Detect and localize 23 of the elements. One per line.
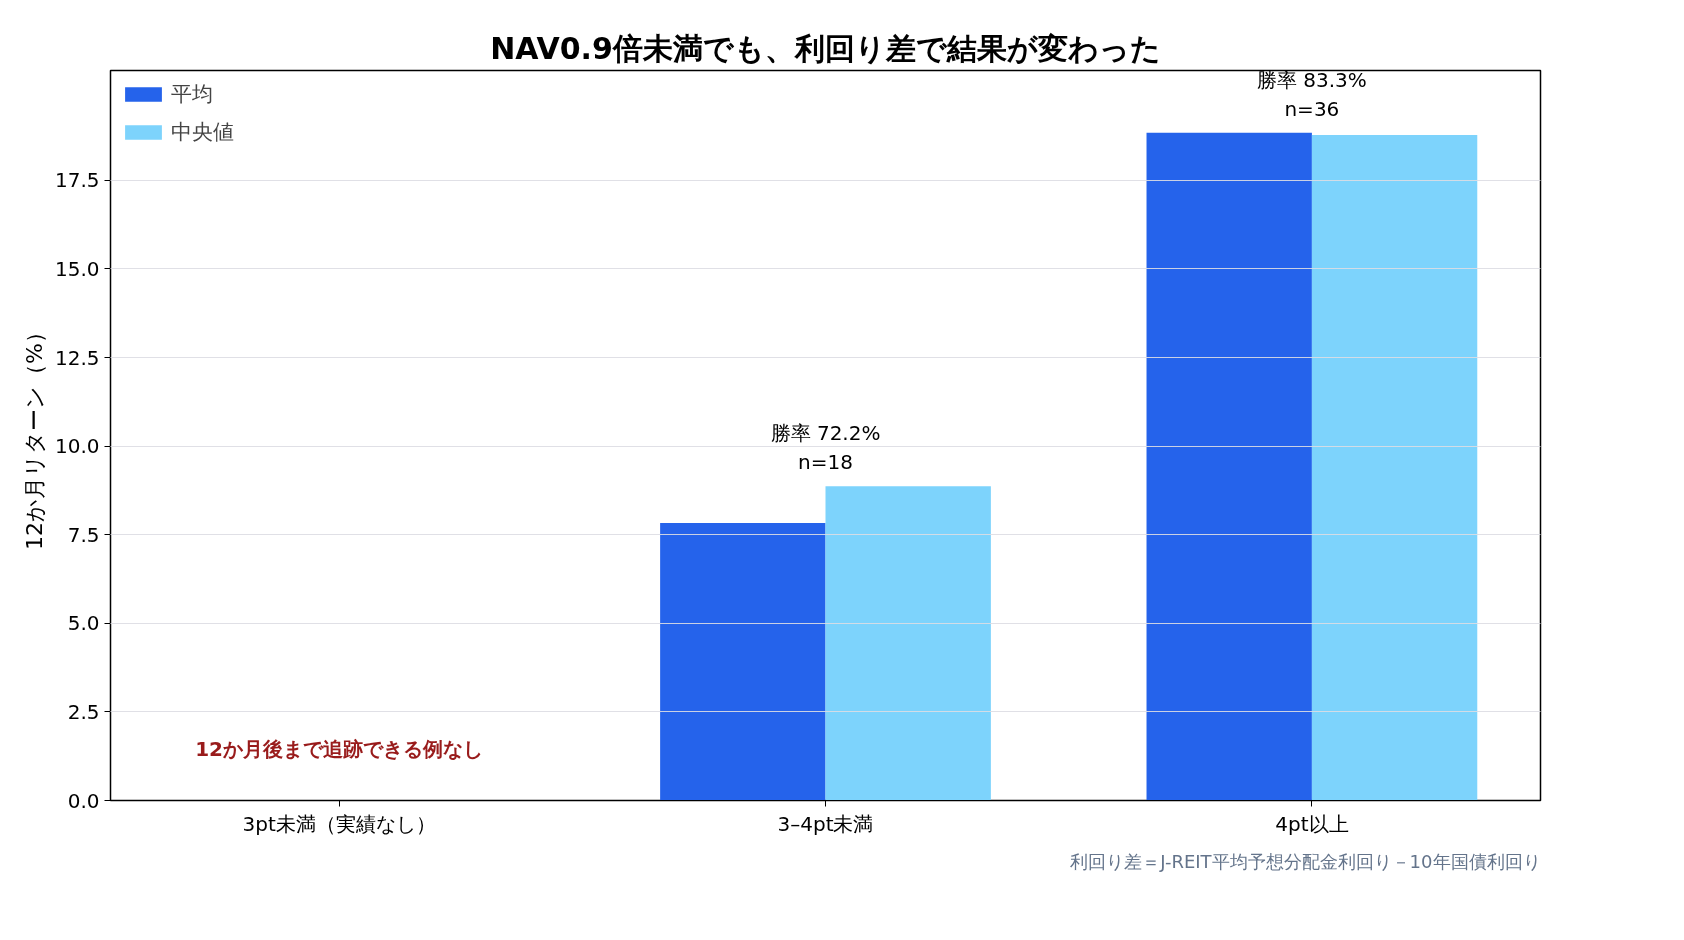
text: 利回り差＝J-REIT平均予想分配金利回り－10年国債利回り [1070,850,1541,872]
y-tick-label: 2.5 [67,699,100,724]
y-tick-label: 7.5 [67,522,100,547]
y-tick-label: 0.0 [67,788,100,813]
chart-title: NAV0.9倍未満でも、利回り差で結果が変わった [490,30,1161,66]
y-tick-label: 12.5 [54,345,100,370]
bar [1146,132,1312,801]
annotation: 勝率 83.3% n=36 [1256,68,1367,121]
x-tick-label: 3pt未満（実績なし） [242,811,436,836]
legend-label: 平均 [171,81,213,108]
annotation: 12か月後まで追跡できる例なし [195,736,484,761]
y-tick-label: 15.0 [54,256,100,281]
bar [660,523,826,801]
y-axis-title: 12か月リターン（%） [21,321,47,550]
annotation: 勝率 72.2% n=18 [770,421,881,475]
bar [1311,135,1478,801]
bar [825,486,991,801]
x-tick-label: 3–4pt未満 [777,811,874,836]
y-tick-label: 17.5 [54,168,100,193]
x-tick-label: 4pt以上 [1275,811,1349,836]
y-tick-label: 10.0 [54,434,100,459]
y-tick-label: 5.0 [67,611,100,636]
legend-label: 中央値 [171,119,234,146]
